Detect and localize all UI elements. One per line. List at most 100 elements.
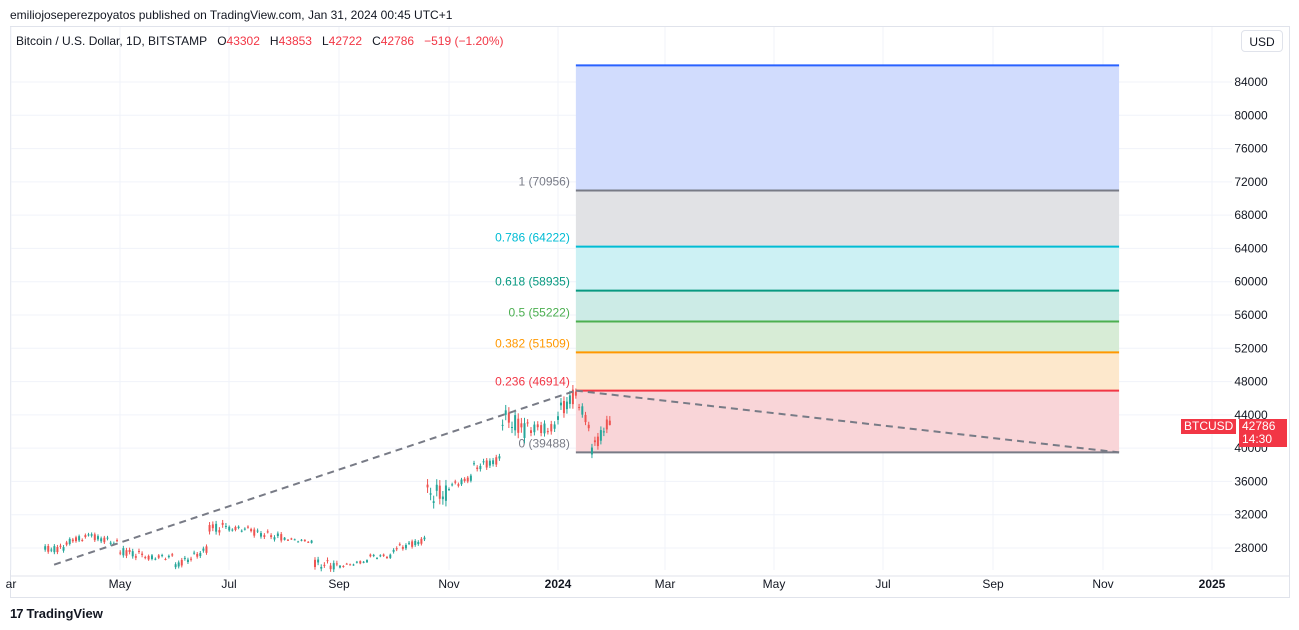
candle-body <box>417 541 420 545</box>
candle-body <box>157 555 160 558</box>
candle-body <box>571 389 574 405</box>
candle-body <box>211 524 214 529</box>
candle-body <box>174 564 177 568</box>
candle-body <box>87 534 90 536</box>
fib-zone-1 <box>575 190 1120 247</box>
candle-body <box>342 565 345 567</box>
candle-body <box>177 562 180 567</box>
candle-body <box>84 535 87 538</box>
candle-body <box>457 484 460 486</box>
ticker-badge: BTCUSD <box>1181 419 1237 434</box>
fib-zone-0.5 <box>575 321 1120 353</box>
candle-body <box>352 564 355 566</box>
candle-body <box>320 567 323 569</box>
candle-body <box>109 542 112 544</box>
candle-body <box>520 423 523 428</box>
candle-body <box>395 548 398 550</box>
y-tick-label: 72000 <box>1234 175 1268 189</box>
candle-body <box>280 534 283 541</box>
candle-body <box>224 525 227 527</box>
candle-body <box>180 559 183 566</box>
candle-body <box>259 533 262 537</box>
y-tick-label: 84000 <box>1234 75 1268 89</box>
candle-body <box>231 529 234 531</box>
candle-body <box>128 549 131 553</box>
x-tick-label: Jul <box>875 577 890 591</box>
candle-body <box>501 424 504 426</box>
candle-body <box>47 546 50 552</box>
candle-body <box>495 457 498 465</box>
candle-body <box>526 422 529 424</box>
candle-body <box>171 554 174 556</box>
candle-body <box>74 537 77 542</box>
candle-body <box>50 549 53 551</box>
candle-body <box>593 440 596 443</box>
candle-body <box>492 460 495 465</box>
candle-body <box>488 460 491 466</box>
candle-body <box>190 558 193 560</box>
candle-body <box>141 553 144 555</box>
candle-body <box>266 531 269 533</box>
candle-body <box>323 564 326 566</box>
candle-body <box>154 558 157 560</box>
y-tick-label: 28000 <box>1234 541 1268 555</box>
x-tick-label: Mar <box>655 577 676 591</box>
candle-body <box>441 496 444 500</box>
candle-body <box>103 537 106 543</box>
candle-body <box>286 539 289 541</box>
candle-body <box>221 522 224 525</box>
x-tick-label: Jul <box>221 577 236 591</box>
candle-body <box>65 542 68 545</box>
candle-body <box>408 542 411 544</box>
candle-body <box>432 501 435 503</box>
y-tick-label: 60000 <box>1234 275 1268 289</box>
currency-button[interactable]: USD <box>1241 30 1283 52</box>
x-tick-label: 2024 <box>545 577 572 591</box>
candle-body <box>429 493 432 495</box>
candle-body <box>290 538 293 540</box>
candle-body <box>482 461 485 463</box>
candle-body <box>379 555 382 557</box>
candle-body <box>578 406 581 408</box>
fib-zone-0.786 <box>575 246 1120 291</box>
candle-body <box>270 535 273 538</box>
fib-zone-0.618 <box>575 290 1120 322</box>
symbol-legend: Bitcoin / U.S. Dollar, 1D, BITSTAMP O433… <box>16 34 504 48</box>
tradingview-logo-icon: 17 <box>10 606 24 621</box>
candle-body <box>228 526 231 531</box>
trend-line-1 <box>53 389 577 566</box>
candle-body <box>144 557 147 559</box>
footer-brand[interactable]: 17 TradingView <box>10 606 103 621</box>
candle-body <box>369 554 372 557</box>
candle-body <box>256 530 259 532</box>
candle-body <box>514 415 517 431</box>
candle-body <box>584 414 587 423</box>
candle-body <box>317 559 320 563</box>
price-badge: 42786 <box>1239 419 1287 434</box>
y-tick-label: 68000 <box>1234 208 1268 222</box>
candle-body <box>183 557 186 559</box>
fib-zone-0.382 <box>575 352 1120 391</box>
candle-body <box>205 546 208 553</box>
candle-body <box>250 529 253 532</box>
candle-body <box>473 463 476 465</box>
candle-body <box>359 561 362 564</box>
x-tick-label: 2025 <box>1199 577 1226 591</box>
candle-body <box>243 528 246 530</box>
candle-body <box>329 565 332 570</box>
candle-body <box>122 548 125 556</box>
candle-body <box>186 559 189 562</box>
candle-body <box>562 400 565 414</box>
candle-body <box>71 539 74 542</box>
candle-body <box>543 423 546 434</box>
candle-body <box>62 547 65 551</box>
candle-body <box>463 478 466 481</box>
candle-body <box>557 416 559 420</box>
candle-body <box>507 412 510 423</box>
candle-body <box>208 525 211 532</box>
candle-body <box>568 395 571 404</box>
change-value: −519 (−1.20%) <box>424 34 504 48</box>
candle-body <box>335 563 338 565</box>
candle-body <box>559 402 562 406</box>
